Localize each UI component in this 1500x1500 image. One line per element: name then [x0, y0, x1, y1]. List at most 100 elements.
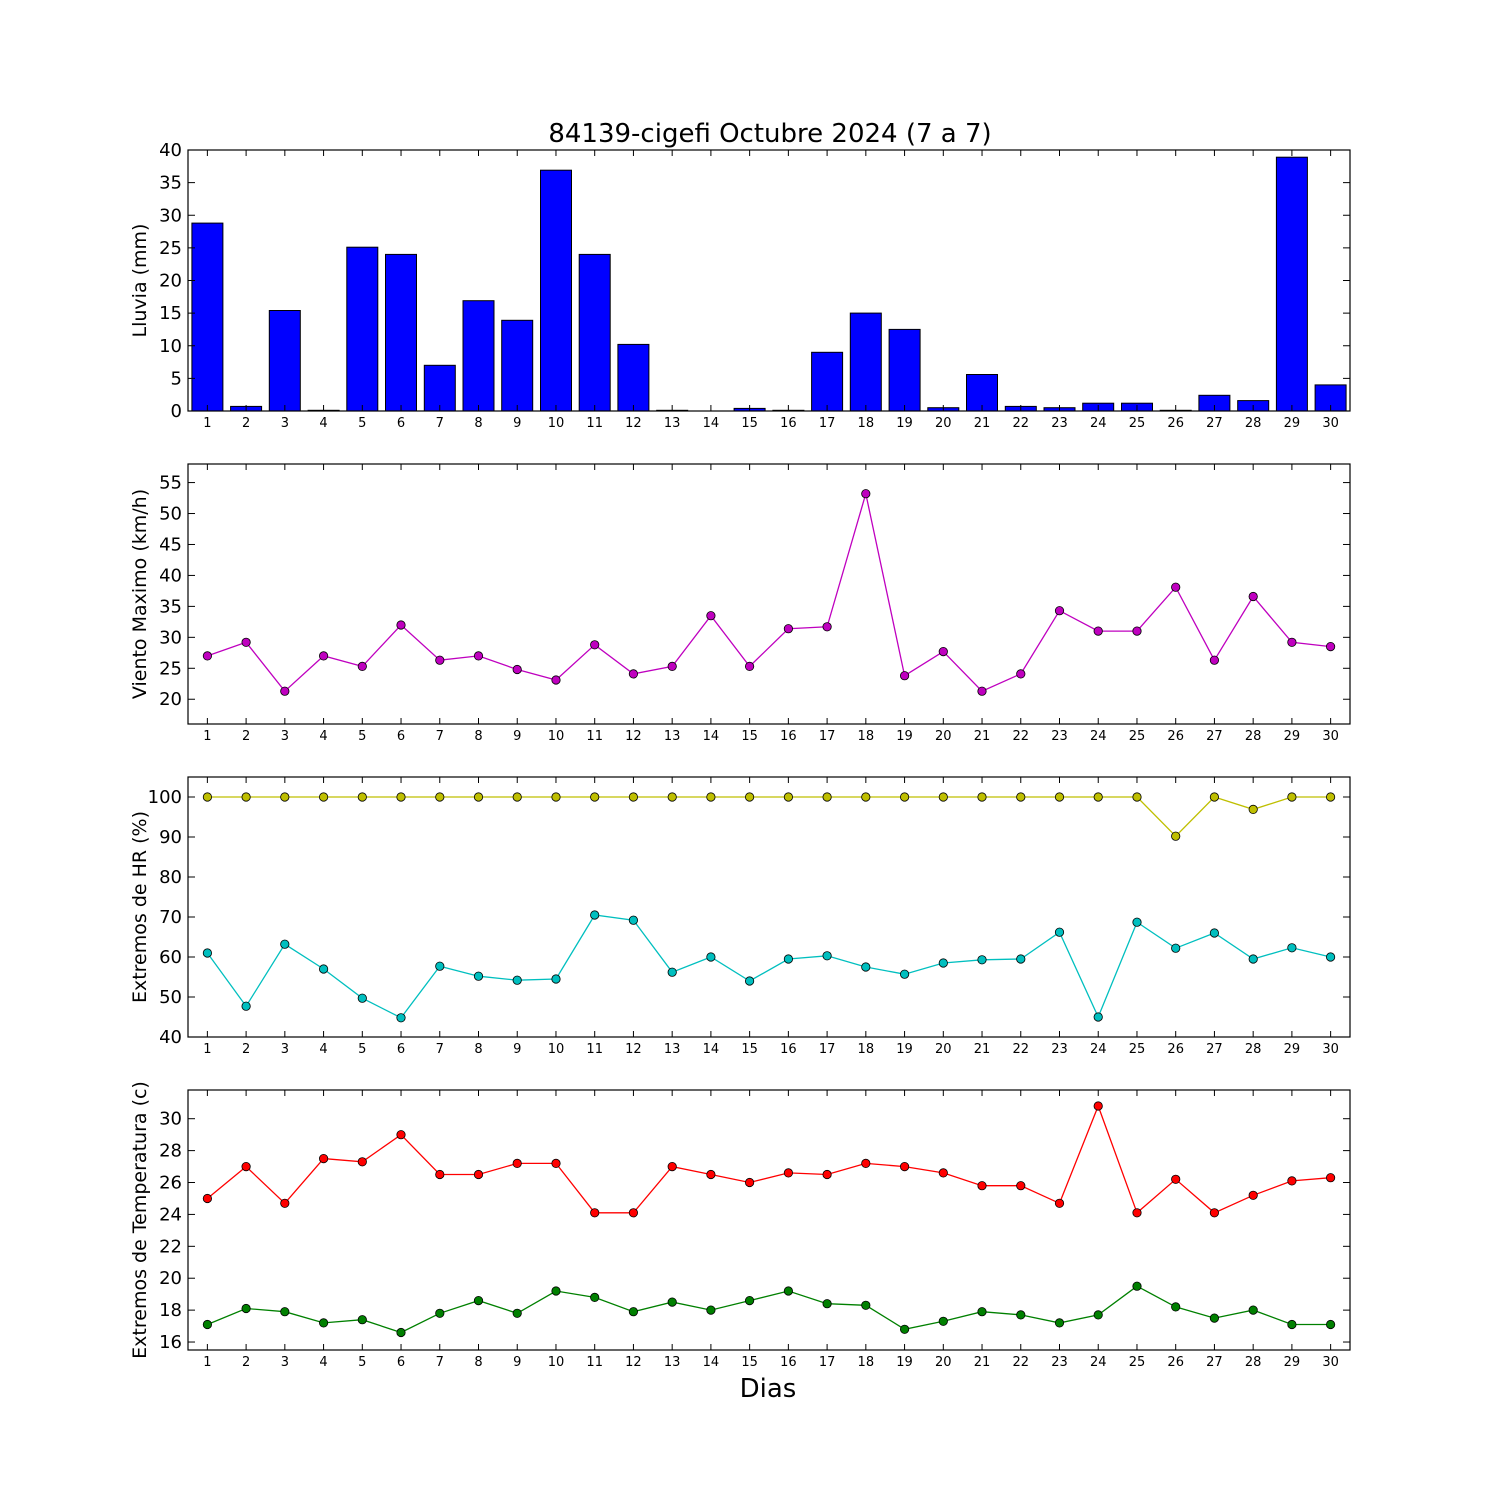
x-tick-label: 21	[974, 416, 991, 431]
y-axis-label: Viento Maximo (km/h)	[129, 489, 151, 699]
series-2-point-day-8	[473, 971, 484, 981]
series-1-line	[207, 493, 1331, 693]
bar-day-8	[462, 300, 495, 412]
x-tick-label: 22	[1012, 416, 1029, 431]
series-2-point-day-17	[822, 951, 832, 961]
x-axis-label: Dias	[740, 1374, 797, 1404]
x-tick-label: 20	[935, 1042, 952, 1057]
x-tick-label: 5	[358, 1355, 366, 1370]
series-2-point-day-15	[744, 976, 755, 986]
series-1-point-day-23	[1054, 606, 1065, 616]
series-1-point-day-19	[899, 792, 910, 802]
series-1-point-day-14	[706, 1169, 716, 1180]
y-tick-label: 16	[159, 1332, 182, 1353]
series-1-point-day-13	[667, 1162, 677, 1172]
bar-day-10	[540, 169, 572, 412]
x-tick-label: 28	[1245, 729, 1262, 744]
series-2-point-day-23	[1054, 927, 1065, 937]
x-tick-label: 13	[664, 416, 681, 431]
series-1-point-day-17	[822, 622, 832, 632]
series-1-point-day-1	[202, 1193, 212, 1204]
x-tick-label: 23	[1051, 1042, 1068, 1057]
series-1-point-day-15	[744, 1177, 755, 1188]
y-tick-label: 20	[159, 271, 182, 292]
x-tick-label: 7	[436, 1355, 444, 1370]
series-1-point-day-4	[318, 792, 329, 802]
series-1-point-day-24	[1093, 1101, 1103, 1111]
x-tick-label: 3	[281, 1355, 289, 1370]
x-tick-label: 25	[1129, 729, 1146, 744]
series-1-point-day-15	[744, 661, 755, 672]
series-1-point-day-18	[861, 792, 871, 802]
x-tick-label: 12	[625, 1042, 642, 1057]
y-tick-label: 30	[159, 205, 182, 226]
x-tick-label: 23	[1051, 1355, 1068, 1370]
series-2-point-day-5	[357, 993, 367, 1003]
series-2-point-day-4	[318, 1318, 329, 1328]
series-1-point-day-21	[977, 792, 987, 802]
x-tick-label: 4	[319, 729, 327, 744]
series-2-point-day-24	[1093, 1012, 1103, 1022]
series-1-point-day-4	[318, 1154, 329, 1164]
series-1-point-day-7	[435, 792, 445, 802]
bar-day-12	[617, 343, 650, 412]
x-tick-label: 12	[625, 416, 642, 431]
series-1-point-day-20	[938, 1168, 948, 1178]
series-1-point-day-25	[1132, 792, 1142, 802]
x-tick-label: 14	[703, 416, 720, 431]
x-tick-label: 16	[780, 729, 797, 744]
series-2-point-day-17	[822, 1299, 832, 1309]
bar-day-29	[1275, 156, 1308, 412]
series-1-point-day-12	[628, 792, 639, 802]
series-1-point-day-26	[1171, 582, 1181, 592]
y-tick-label: 40	[159, 565, 182, 586]
y-tick-label: 5	[171, 368, 182, 389]
x-tick-label: 19	[896, 729, 913, 744]
series-2-point-day-23	[1054, 1318, 1065, 1328]
series-2-point-day-2	[241, 1303, 251, 1314]
x-tick-label: 20	[935, 1355, 952, 1370]
x-tick-label: 2	[242, 416, 250, 431]
y-tick-label: 20	[159, 1268, 182, 1289]
series-2-point-day-29	[1287, 943, 1297, 953]
x-tick-label: 4	[319, 1042, 327, 1057]
series-1-point-day-13	[667, 792, 677, 802]
y-tick-label: 26	[159, 1173, 182, 1194]
x-tick-label: 10	[548, 1042, 565, 1057]
series-1-point-day-5	[357, 792, 367, 802]
x-tick-label: 3	[281, 416, 289, 431]
series-2-point-day-13	[667, 1297, 677, 1307]
x-tick-label: 11	[586, 1042, 603, 1057]
x-tick-label: 28	[1245, 416, 1262, 431]
series-2-point-day-25	[1132, 917, 1142, 927]
series-1-point-day-11	[590, 792, 600, 802]
x-tick-label: 26	[1167, 1355, 1184, 1370]
x-tick-label: 6	[397, 729, 405, 744]
series-2-point-day-1	[202, 948, 212, 958]
series-1-point-day-8	[473, 1169, 484, 1180]
x-tick-label: 5	[358, 1042, 366, 1057]
y-tick-label: 60	[159, 947, 182, 968]
series-2-point-day-8	[473, 1296, 484, 1306]
y-axis-label: Extremos de HR (%)	[129, 811, 151, 1003]
bar-day-21	[966, 374, 998, 412]
series-1-point-day-13	[667, 661, 677, 672]
y-tick-label: 40	[159, 1027, 182, 1048]
chart-title: 84139-cigefi Octubre 2024 (7 a 7)	[548, 119, 991, 149]
series-2-point-day-5	[357, 1315, 367, 1325]
y-tick-label: 24	[159, 1204, 182, 1225]
x-tick-label: 15	[741, 729, 758, 744]
x-tick-label: 15	[741, 1042, 758, 1057]
y-tick-label: 35	[159, 173, 182, 194]
x-tick-label: 2	[242, 729, 250, 744]
series-1-point-day-9	[512, 792, 522, 802]
series-2-point-day-11	[590, 910, 600, 920]
series-2-point-day-27	[1209, 1313, 1220, 1323]
x-tick-label: 25	[1129, 416, 1146, 431]
series-1-point-day-8	[473, 792, 484, 802]
y-tick-label: 50	[159, 504, 182, 525]
y-tick-label: 35	[159, 596, 182, 617]
